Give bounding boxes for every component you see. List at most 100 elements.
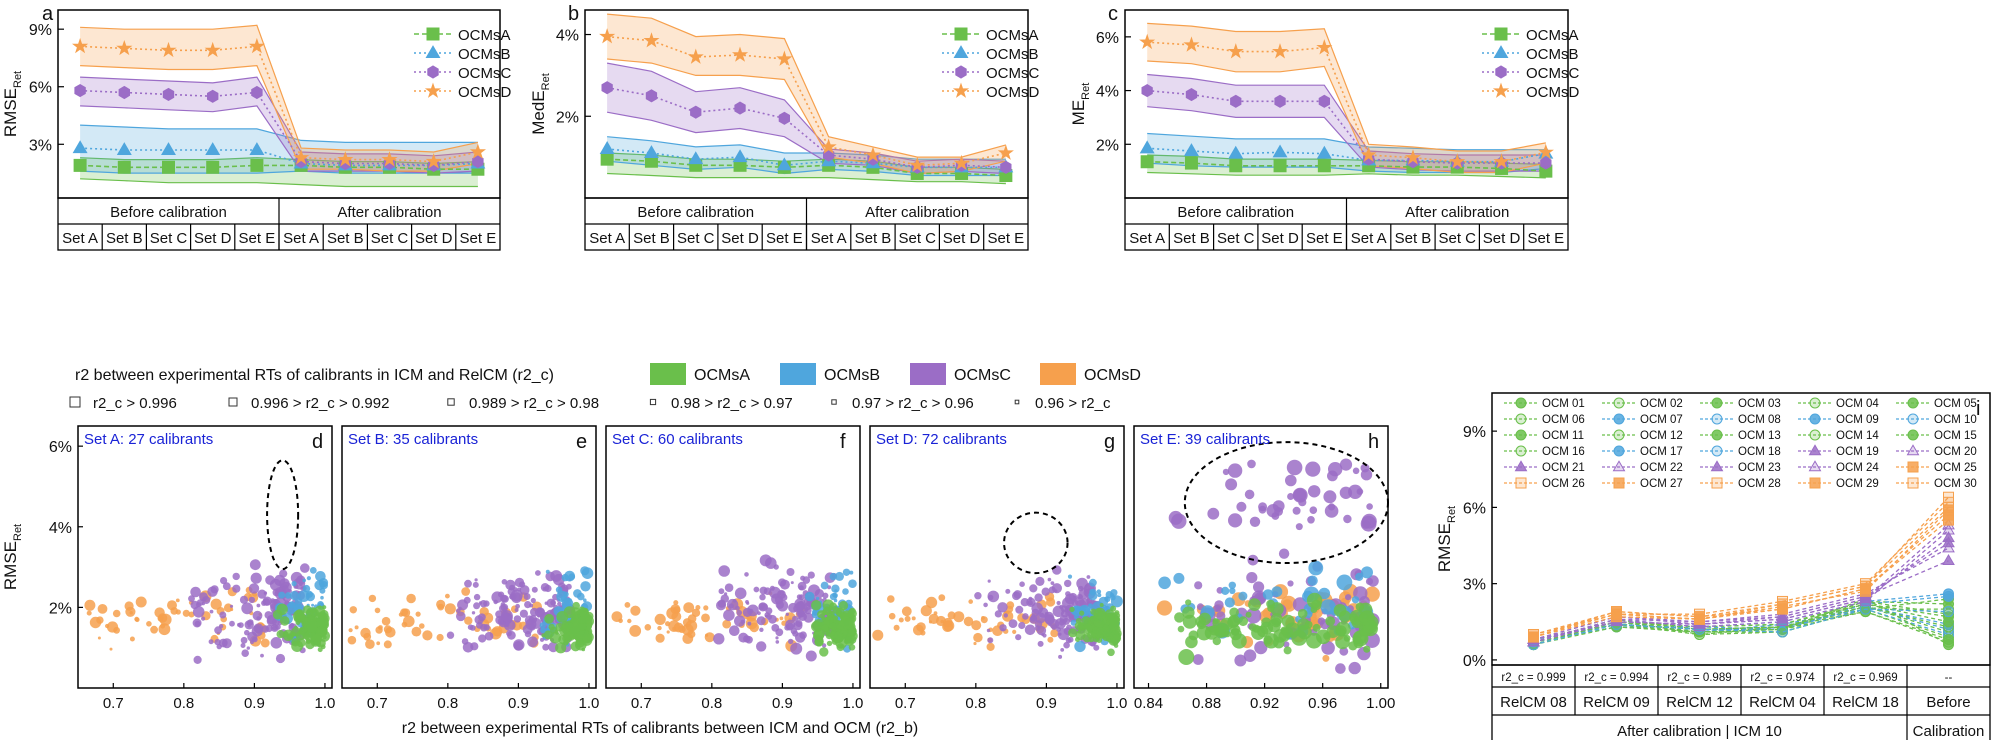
r2c-label: r2_c = 0.969 — [1833, 672, 1897, 684]
legend-marker-OCMsC — [427, 65, 439, 79]
point-OCMsD — [381, 151, 398, 167]
scatter-point-OCMsA — [1343, 634, 1351, 642]
set-label: Set B — [1173, 230, 1210, 247]
point-OCMsD — [776, 50, 793, 66]
scatter-point-OCMsD — [403, 615, 415, 628]
scatter-point-OCMsC — [1254, 641, 1268, 655]
legend-label-OCMsC: OCMsC — [986, 65, 1039, 82]
scatter-point-OCMsC — [246, 646, 250, 650]
y-axis-label-subscript: Ret — [540, 73, 552, 90]
scatter-point-OCMsC — [527, 636, 538, 648]
scatter-point-OCMsD — [666, 630, 670, 634]
scatter-point-OCMsB — [583, 598, 587, 602]
legend-marker-OCM 13 — [1711, 429, 1723, 441]
scatter-point-OCMsA — [819, 647, 829, 657]
scatter-point-OCMsA — [844, 618, 855, 630]
legend-label-OCM 02: OCM 02 — [1640, 398, 1683, 410]
scatter-point-OCMsA — [1224, 630, 1231, 638]
scatter-point-OCMsC — [1022, 613, 1029, 620]
scatter-point-OCMsA — [1267, 604, 1275, 612]
scatter-point-OCMsC — [462, 642, 474, 653]
scatter-point-OCMsC — [479, 600, 488, 608]
set-label: Set C — [677, 230, 715, 247]
scatter-point-OCMsD — [925, 596, 938, 609]
legend-label-OCMsB: OCMsB — [986, 46, 1039, 63]
scatter-point-OCMsD — [175, 609, 181, 615]
scatter-point-OCMsC — [1015, 605, 1024, 614]
scatter-point-OCMsC — [756, 641, 767, 652]
legend-marker-OCMsA — [954, 27, 968, 41]
band-lower-OCMsD — [607, 58, 1007, 175]
point-OCMsC — [1230, 94, 1242, 108]
scatter-point-OCMsC — [1034, 620, 1043, 628]
scatter-point-OCMsA — [578, 622, 587, 631]
legend-label-OCM 23: OCM 23 — [1738, 462, 1781, 474]
scatter-point-OCMsD — [378, 625, 383, 630]
x-tick-label: 1.0 — [1107, 695, 1128, 712]
scatter-point-OCMsB — [278, 591, 286, 599]
scatter-point-OCMsA — [554, 629, 559, 634]
legend-label-OCM 01: OCM 01 — [1542, 398, 1585, 410]
scatter-point-OCMsC — [997, 602, 1008, 613]
scatter-point-OCMsA — [578, 616, 586, 624]
scatter-point-OCMsD — [887, 595, 895, 603]
y-tick-label: 9% — [29, 22, 52, 39]
scatter-point-OCMsC — [1049, 619, 1060, 629]
scatter-point-OCMsC — [1339, 458, 1353, 471]
set-label: Set E — [239, 230, 276, 247]
legend-marker-OCM 05 — [1907, 397, 1919, 409]
legend-size-marker — [69, 396, 81, 408]
band-OCMsD — [1147, 23, 1546, 173]
scatter-point-OCMsB — [835, 571, 844, 581]
y-axis-label-subscript: Ret — [12, 524, 24, 541]
legend-label-OCMsA: OCMsA — [1526, 27, 1579, 44]
scatter-point-OCMsC — [1018, 621, 1026, 630]
scatter-point-OCMsD — [436, 633, 444, 642]
x-tick-label: 0.7 — [631, 695, 652, 712]
scatter-point-OCMsC — [229, 604, 234, 608]
scatter-point-OCMsD — [437, 603, 445, 611]
band-upper-OCMsA — [607, 152, 1006, 170]
legend-label-OCMsA: OCMsA — [694, 367, 750, 384]
band-lower-OCMsA — [607, 172, 1006, 185]
scatter-point-OCMsC — [190, 586, 201, 598]
legend-label-OCM 28: OCM 28 — [1738, 478, 1781, 490]
scatter-point-OCMsD — [210, 598, 222, 610]
panel-i: 0% 3% 6% 9% RMSERet i OCM 01 OCM 02 OCM 03 OCM 04… — [1435, 392, 1991, 744]
calibration-table: Before calibration After calibration Set A… — [57, 197, 501, 251]
scatter-point-OCMsC — [501, 579, 508, 585]
point-OCMsD — [1537, 143, 1554, 160]
scatter-point-OCMsB — [1158, 576, 1171, 590]
scatter-point-OCMsC — [232, 584, 241, 593]
set-label: Set B: 35 calibrants — [348, 431, 478, 448]
scatter-point-OCMsC — [1356, 488, 1364, 495]
scatter-point-OCMsC — [265, 575, 275, 585]
scatter-point-OCMsB — [1224, 597, 1235, 608]
scatter-panel-d: Set A: 27 calibrants d 0.7 0.8 0.9 1.0 2% 4% 6% R… — [1, 425, 335, 712]
legend-marker-OCM 24 — [1808, 460, 1822, 472]
point-OCMsC — [251, 85, 263, 100]
scatter-point-OCMsC — [296, 575, 306, 585]
scatter-point-OCMsD — [134, 616, 139, 622]
set-label: Set E — [460, 230, 497, 247]
point-OCM 18 — [1860, 603, 1871, 615]
scatter-point-OCMsC — [757, 611, 761, 615]
scatter-point-OCMsA — [1355, 602, 1365, 611]
scatter-point-OCMsC — [729, 625, 740, 636]
scatter-point-OCMsC — [300, 563, 310, 573]
legend-size-label: 0.98 > r2_c > 0.97 — [671, 395, 793, 412]
x-tick-label: 1.0 — [843, 695, 864, 712]
point-OCMsB — [72, 140, 88, 154]
scatter-point-OCMsB — [288, 601, 296, 609]
panel-letter: d — [312, 431, 323, 453]
scatter-point-OCMsC — [1171, 513, 1187, 529]
scatter-point-OCMsC — [513, 615, 522, 623]
scatter-point-OCMsC — [1005, 588, 1011, 594]
scatter-point-OCMsD — [383, 625, 392, 634]
scatter-point-OCMsC — [987, 594, 994, 601]
scatter-point-OCMsC — [1292, 597, 1308, 612]
point-OCM 30 — [1611, 608, 1622, 620]
band-lower-OCMsD — [1147, 60, 1546, 174]
scatter-point-OCMsA — [1079, 610, 1085, 616]
scatter-point-OCMsC — [262, 598, 271, 606]
